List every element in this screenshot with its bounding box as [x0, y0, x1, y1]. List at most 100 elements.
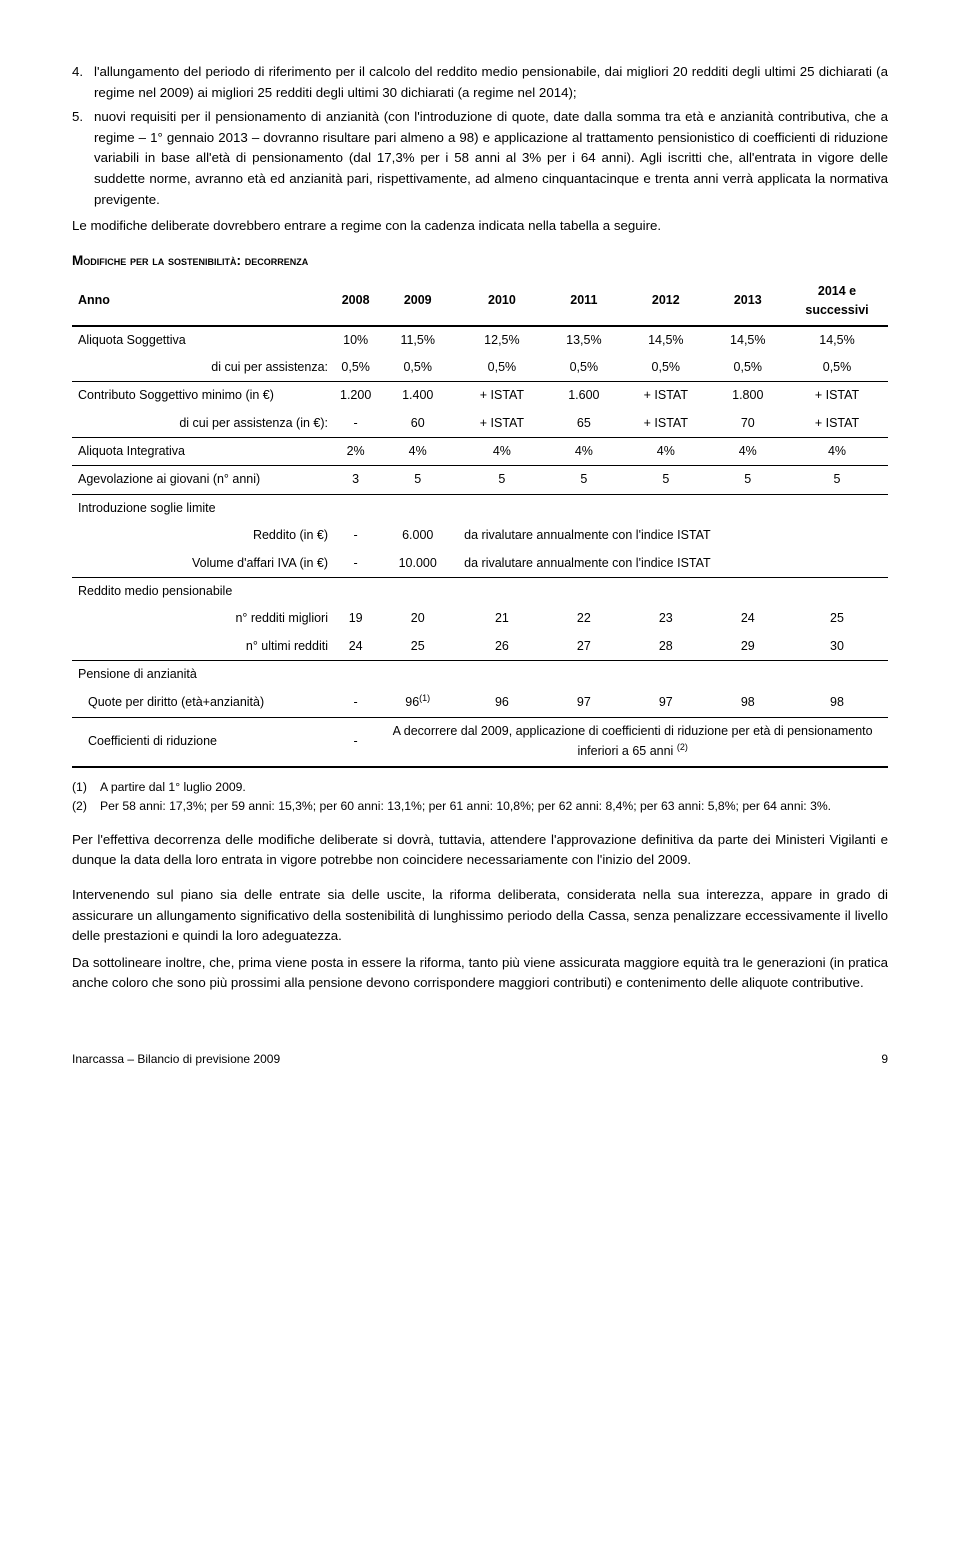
table-header-row: Anno 2008 2009 2010 2011 2012 2013 2014 …	[72, 278, 888, 326]
cell: 0,5%	[377, 354, 458, 382]
cell: 96(1)	[377, 688, 458, 717]
cell: 24	[710, 605, 786, 632]
row-label: Quote per diritto (età+anzianità)	[72, 688, 334, 717]
th-2013: 2013	[710, 278, 786, 326]
cell: 24	[334, 633, 377, 661]
table-row: Aliquota Integrativa 2% 4% 4% 4% 4% 4% 4…	[72, 438, 888, 466]
footnotes: (1) A partire dal 1° luglio 2009. (2) Pe…	[72, 778, 888, 816]
cell: 29	[710, 633, 786, 661]
table-row: Pensione di anzianità	[72, 661, 888, 689]
sup-note: (1)	[419, 693, 430, 703]
footnote-text: A partire dal 1° luglio 2009.	[100, 778, 888, 797]
row-label: Reddito medio pensionabile	[72, 577, 888, 605]
cell: 14,5%	[710, 326, 786, 354]
th-2014: 2014 e successivi	[786, 278, 888, 326]
paragraph-2: Per l'effettiva decorrenza delle modific…	[72, 830, 888, 871]
table-row: Introduzione soglie limite	[72, 494, 888, 522]
row-label: di cui per assistenza (in €):	[72, 410, 334, 438]
modifiche-table: Anno 2008 2009 2010 2011 2012 2013 2014 …	[72, 278, 888, 768]
row-label: Introduzione soglie limite	[72, 494, 888, 522]
cell: 12,5%	[458, 326, 546, 354]
cell: 70	[710, 410, 786, 438]
cell: + ISTAT	[786, 382, 888, 410]
cell: 1.200	[334, 382, 377, 410]
cell: 4%	[622, 438, 710, 466]
cell: 5	[710, 466, 786, 494]
sup-note: (2)	[677, 742, 688, 752]
cell: 0,5%	[334, 354, 377, 382]
cell-note: A decorrere dal 2009, applicazione di co…	[377, 717, 888, 766]
th-2011: 2011	[546, 278, 622, 326]
cell: 6.000	[377, 522, 458, 549]
table-row: Contributo Soggettivo minimo (in €) 1.20…	[72, 382, 888, 410]
cell: 1.400	[377, 382, 458, 410]
cell: 2%	[334, 438, 377, 466]
cell: 23	[622, 605, 710, 632]
cell: + ISTAT	[622, 382, 710, 410]
cell: 0,5%	[546, 354, 622, 382]
table-row: Volume d'affari IVA (in €) - 10.000 da r…	[72, 550, 888, 578]
cell: 5	[377, 466, 458, 494]
cell: 0,5%	[622, 354, 710, 382]
table-row: Aliquota Soggettiva 10% 11,5% 12,5% 13,5…	[72, 326, 888, 354]
list-text: nuovi requisiti per il pensionamento di …	[94, 107, 888, 210]
cell: 97	[546, 688, 622, 717]
page-footer: Inarcassa – Bilancio di previsione 2009 …	[72, 1050, 888, 1069]
section-title: Modifiche per la sostenibilità: decorren…	[72, 251, 888, 272]
cell: 5	[622, 466, 710, 494]
cell: 4%	[458, 438, 546, 466]
table-row: Quote per diritto (età+anzianità) - 96(1…	[72, 688, 888, 717]
th-2010: 2010	[458, 278, 546, 326]
cell: 98	[786, 688, 888, 717]
cell: 26	[458, 633, 546, 661]
cell: -	[334, 522, 377, 549]
cell-note: da rivalutare annualmente con l'indice I…	[458, 522, 888, 549]
cell: 5	[546, 466, 622, 494]
cell: 60	[377, 410, 458, 438]
list-text: l'allungamento del periodo di riferiment…	[94, 62, 888, 103]
cell: 0,5%	[710, 354, 786, 382]
table-row: di cui per assistenza (in €): - 60 + IST…	[72, 410, 888, 438]
cell: 0,5%	[458, 354, 546, 382]
row-label: n° redditi migliori	[72, 605, 334, 632]
row-label: Aliquota Soggettiva	[72, 326, 334, 354]
paragraph-4: Da sottolineare inoltre, che, prima vien…	[72, 953, 888, 994]
cell: 5	[458, 466, 546, 494]
list-item-4: 4. l'allungamento del periodo di riferim…	[72, 62, 888, 103]
cell-value: 96	[405, 696, 419, 710]
table-row: Reddito medio pensionabile	[72, 577, 888, 605]
list-number: 5.	[72, 107, 94, 210]
cell: -	[334, 550, 377, 578]
cell: 13,5%	[546, 326, 622, 354]
cell: 11,5%	[377, 326, 458, 354]
table-row: di cui per assistenza: 0,5% 0,5% 0,5% 0,…	[72, 354, 888, 382]
cell: 1.600	[546, 382, 622, 410]
cell: + ISTAT	[622, 410, 710, 438]
cell-note: da rivalutare annualmente con l'indice I…	[458, 550, 888, 578]
row-label: Coefficienti di riduzione	[72, 717, 334, 766]
table-row: Reddito (in €) - 6.000 da rivalutare ann…	[72, 522, 888, 549]
table-row: n° redditi migliori 19 20 21 22 23 24 25	[72, 605, 888, 632]
cell: 0,5%	[786, 354, 888, 382]
footnote-1: (1) A partire dal 1° luglio 2009.	[72, 778, 888, 797]
row-label: Volume d'affari IVA (in €)	[72, 550, 334, 578]
note-text: A decorrere dal 2009, applicazione di co…	[393, 724, 873, 759]
footnote-2: (2) Per 58 anni: 17,3%; per 59 anni: 15,…	[72, 797, 888, 816]
cell: 4%	[786, 438, 888, 466]
row-label: Agevolazione ai giovani (n° anni)	[72, 466, 334, 494]
cell: 97	[622, 688, 710, 717]
list-item-5: 5. nuovi requisiti per il pensionamento …	[72, 107, 888, 210]
cell: 14,5%	[622, 326, 710, 354]
cell: 5	[786, 466, 888, 494]
footnote-text: Per 58 anni: 17,3%; per 59 anni: 15,3%; …	[100, 797, 888, 816]
th-2012: 2012	[622, 278, 710, 326]
cell: -	[334, 688, 377, 717]
footnote-num: (2)	[72, 797, 100, 816]
cell: 3	[334, 466, 377, 494]
cell: 1.800	[710, 382, 786, 410]
cell: + ISTAT	[786, 410, 888, 438]
row-label: Aliquota Integrativa	[72, 438, 334, 466]
footnote-num: (1)	[72, 778, 100, 797]
th-anno: Anno	[72, 278, 334, 326]
cell: -	[334, 410, 377, 438]
